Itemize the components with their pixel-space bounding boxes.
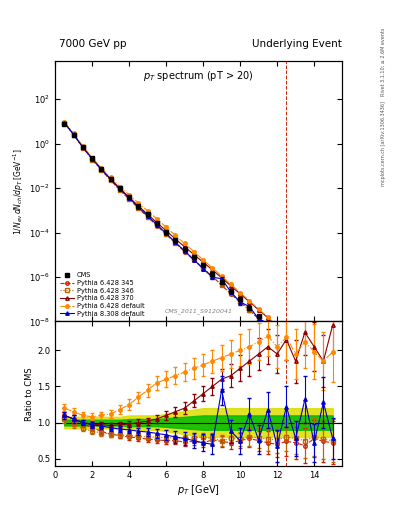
Text: $p_T$ spectrum (pT > 20): $p_T$ spectrum (pT > 20) <box>143 69 254 83</box>
Y-axis label: Ratio to CMS: Ratio to CMS <box>25 367 34 420</box>
Legend: CMS, Pythia 6.428 345, Pythia 6.428 346, Pythia 6.428 370, Pythia 6.428 default,: CMS, Pythia 6.428 345, Pythia 6.428 346,… <box>58 271 146 318</box>
Text: Rivet 3.1.10; ≥ 2.6M events: Rivet 3.1.10; ≥ 2.6M events <box>381 27 386 96</box>
Y-axis label: $1/N_{ev}\,dN_{ch}/dp_T\,[\mathrm{GeV}^{-1}]$: $1/N_{ev}\,dN_{ch}/dp_T\,[\mathrm{GeV}^{… <box>12 148 26 234</box>
Text: CMS_2011_S9120041: CMS_2011_S9120041 <box>164 308 233 314</box>
Text: Underlying Event: Underlying Event <box>252 38 342 49</box>
Text: 7000 GeV pp: 7000 GeV pp <box>59 38 127 49</box>
X-axis label: $p_T$ [GeV]: $p_T$ [GeV] <box>177 482 220 497</box>
Text: mcplots.cern.ch [arXiv:1306.3436]: mcplots.cern.ch [arXiv:1306.3436] <box>381 101 386 186</box>
